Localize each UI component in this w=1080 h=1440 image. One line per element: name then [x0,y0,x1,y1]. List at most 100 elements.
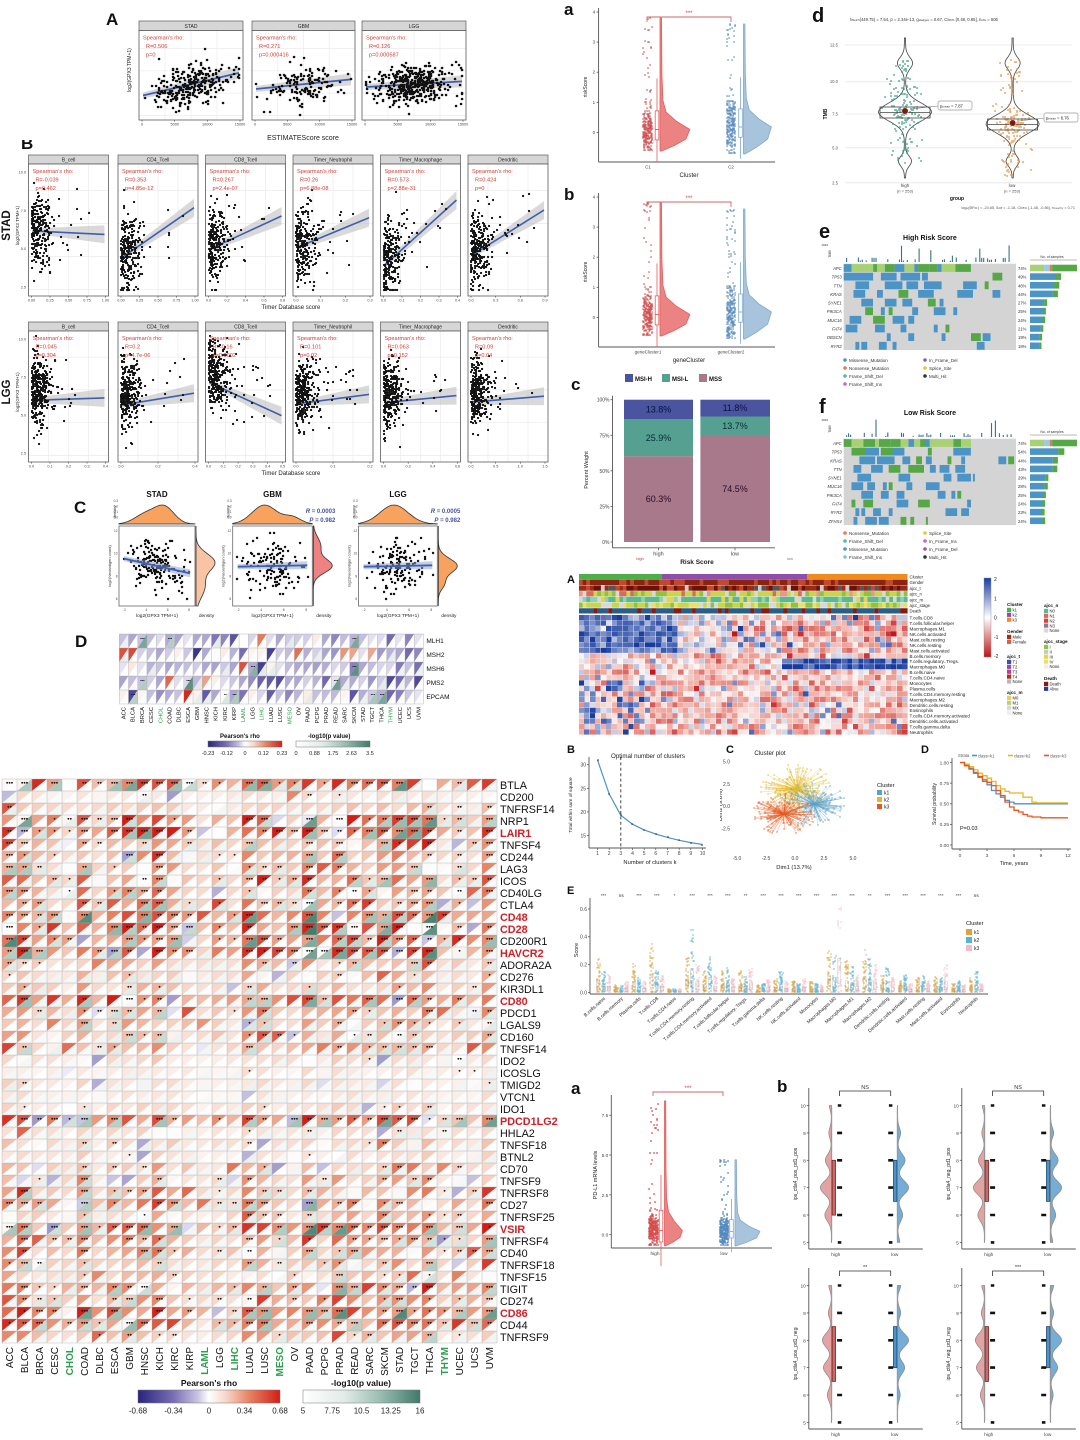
svg-text:CD27: CD27 [500,1200,528,1212]
svg-text:PIK3CA: PIK3CA [827,309,842,314]
svg-text:0.2: 0.2 [406,465,411,469]
svg-text:0.2: 0.2 [580,963,587,969]
svg-text:20: 20 [580,810,586,816]
svg-text:0.0: 0.0 [353,516,358,520]
svg-text:CD40LG: CD40LG [500,888,542,900]
svg-text:*: * [674,893,676,899]
svg-text:k1: k1 [974,930,980,936]
svg-text:10: 10 [700,851,706,857]
svg-text:STAD: STAD [1,210,13,240]
svg-text:0.6: 0.6 [580,907,587,913]
svg-text:In_Frame_Del: In_Frame_Del [929,358,958,363]
svg-text:0.12: 0.12 [258,751,269,757]
svg-text:0.1: 0.1 [399,299,404,303]
svg-text:Spearman's rho:: Spearman's rho: [210,336,251,342]
svg-text:ajcc_t: ajcc_t [1007,654,1020,659]
svg-text:MSI-L: MSI-L [672,377,689,383]
svg-text:0.3: 0.3 [436,299,441,303]
svg-text:0.3: 0.3 [227,499,232,503]
svg-text:HNSC: HNSC [140,1347,151,1375]
svg-text:9: 9 [803,1131,806,1137]
svg-text:ips_ctla4_neg_pd1_pos: ips_ctla4_neg_pd1_pos [946,1147,952,1200]
svg-text:2: 2 [364,608,366,612]
svg-text:ICOS: ICOS [500,876,526,888]
svg-text:Eosinophils: Eosinophils [910,708,934,713]
svg-text:0.68: 0.68 [272,1407,288,1416]
svg-text:1.00: 1.00 [102,299,109,303]
svg-text:Missense_Mutation: Missense_Mutation [849,547,888,552]
svg-text:12: 12 [354,529,358,533]
svg-text:CD244: CD244 [500,852,534,864]
svg-text:log2(GPX3 TPM+1): log2(GPX3 TPM+1) [15,372,20,412]
svg-text:TNFRSF9: TNFRSF9 [500,1332,549,1344]
svg-text:high: high [653,552,663,558]
svg-text:Spearman's rho:: Spearman's rho: [33,336,74,342]
svg-text:b: b [564,185,574,204]
svg-text:Low Risk Score: Low Risk Score [904,410,956,417]
svg-text:Survival probability: Survival probability [932,783,938,825]
svg-text:0.88: 0.88 [309,751,320,757]
svg-text:Mast.cells.resting: Mast.cells.resting [910,637,946,642]
svg-text:p=0.462: p=0.462 [36,186,56,192]
svg-text:R=0.267: R=0.267 [213,178,234,184]
svg-text:***: *** [938,893,944,899]
svg-text:15: 15 [580,834,586,840]
svg-text:6: 6 [355,597,357,601]
svg-text:low: low [891,1432,899,1438]
svg-text:4: 4 [260,608,262,612]
svg-text:***: *** [885,893,891,899]
svg-text:-2.5: -2.5 [721,826,730,832]
svg-text:TP53: TP53 [832,450,843,455]
svg-text:B.cells.memory: B.cells.memory [910,654,942,659]
svg-text:SARC: SARC [365,1347,376,1375]
svg-text:CESC: CESC [149,707,155,723]
svg-text:TMB: TMB [828,425,832,433]
svg-text:-log10(p value): -log10(p value) [308,734,350,740]
svg-text:7.75: 7.75 [324,1407,340,1416]
svg-text:LAIR1: LAIR1 [500,828,531,840]
svg-text:3: 3 [593,225,596,230]
svg-text:Time, years: Time, years [1000,861,1029,867]
svg-text:high: high [636,556,644,561]
svg-text:GBM: GBM [263,490,282,499]
svg-text:Gender: Gender [910,580,925,585]
svg-text:No. of samples: No. of samples [1040,255,1064,259]
svg-text:LUAD: LUAD [269,707,275,722]
svg-text:0%: 0% [602,540,610,546]
svg-text:10: 10 [953,1284,959,1290]
svg-text:TTN: TTN [834,283,843,288]
svg-text:k2: k2 [974,938,980,944]
svg-text:CD8_Tcell: CD8_Tcell [234,324,257,330]
svg-text:R=0.101: R=0.101 [300,345,321,351]
svg-text:density: density [112,506,117,519]
svg-text:Splice_Site: Splice_Site [929,531,952,536]
svg-text:UCEC: UCEC [455,1347,466,1375]
svg-text:T.cells.CD4.naive: T.cells.CD4.naive [646,996,678,1025]
svg-text:OBSCN: OBSCN [827,335,843,340]
svg-text:STAD: STAD [395,1347,406,1373]
svg-text:0.4: 0.4 [103,465,108,469]
svg-text:In_Frame_Ins: In_Frame_Ins [929,539,958,544]
svg-text:9: 9 [956,1131,959,1137]
svg-text:LAML: LAML [200,1347,211,1375]
svg-text:N0: N0 [1050,609,1056,614]
svg-text:MESO: MESO [275,1347,286,1377]
svg-text:ADORA2A: ADORA2A [500,960,552,972]
svg-text:p=0.304: p=0.304 [36,353,56,359]
svg-text:***: *** [689,893,695,899]
svg-text:Frame_Shift_Del: Frame_Shift_Del [849,539,883,544]
svg-text:p=2.88e-31: p=2.88e-31 [388,186,416,192]
svg-text:0.9: 0.9 [542,299,547,303]
svg-text:3: 3 [986,853,989,859]
svg-text:2: 2 [994,577,997,583]
svg-text:R = 0.0003: R = 0.0003 [306,509,336,515]
svg-text:ESCA: ESCA [110,1347,121,1375]
svg-text:Cluster: Cluster [679,173,698,179]
svg-text:25.9%: 25.9% [646,433,672,443]
svg-text:0.1: 0.1 [47,465,52,469]
svg-text:0.0: 0.0 [118,465,123,469]
svg-text:LGG: LGG [1,379,13,404]
svg-text:Spearman's rho:: Spearman's rho: [122,336,163,342]
svg-text:0.6: 0.6 [455,465,460,469]
svg-text:50%: 50% [599,469,610,475]
